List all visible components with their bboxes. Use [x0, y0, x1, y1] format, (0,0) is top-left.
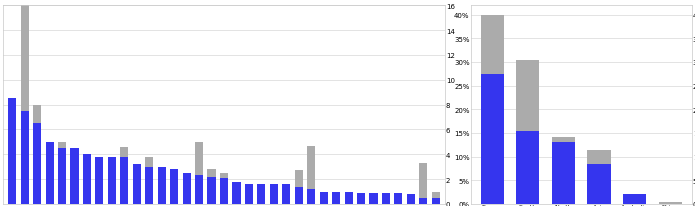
- Bar: [419, 163, 427, 198]
- Bar: [208, 177, 215, 204]
- Bar: [307, 146, 316, 189]
- Bar: [220, 173, 228, 178]
- Bar: [120, 147, 129, 157]
- Bar: [133, 164, 141, 204]
- Bar: [357, 193, 365, 204]
- Bar: [552, 137, 575, 143]
- Bar: [33, 105, 41, 124]
- Bar: [46, 142, 54, 204]
- Bar: [170, 169, 178, 204]
- Bar: [21, 6, 28, 111]
- Bar: [183, 173, 190, 204]
- Bar: [432, 192, 440, 198]
- Bar: [345, 192, 352, 204]
- Bar: [320, 192, 328, 204]
- Bar: [552, 143, 575, 204]
- Bar: [145, 157, 154, 167]
- Bar: [332, 192, 340, 204]
- Bar: [307, 189, 316, 204]
- Bar: [208, 169, 215, 177]
- Bar: [145, 167, 154, 204]
- Bar: [245, 184, 253, 204]
- Bar: [120, 157, 129, 204]
- Bar: [270, 184, 278, 204]
- Bar: [232, 182, 240, 204]
- Bar: [257, 184, 265, 204]
- Bar: [70, 148, 79, 204]
- Bar: [282, 184, 291, 204]
- Bar: [623, 194, 646, 204]
- Bar: [516, 60, 539, 131]
- Bar: [58, 148, 66, 204]
- Bar: [587, 164, 611, 204]
- Bar: [659, 202, 682, 204]
- Bar: [370, 193, 377, 204]
- Bar: [195, 142, 203, 176]
- Bar: [295, 171, 303, 187]
- Bar: [432, 198, 440, 204]
- Bar: [394, 193, 402, 204]
- Bar: [108, 157, 116, 204]
- Bar: [295, 187, 303, 204]
- Bar: [58, 142, 66, 148]
- Bar: [587, 151, 611, 164]
- Bar: [516, 131, 539, 204]
- Bar: [195, 176, 203, 204]
- Bar: [407, 194, 415, 204]
- Bar: [83, 154, 91, 204]
- Bar: [95, 157, 104, 204]
- Bar: [33, 124, 41, 204]
- Bar: [419, 198, 427, 204]
- Bar: [220, 178, 228, 204]
- Bar: [481, 74, 504, 204]
- Bar: [382, 193, 390, 204]
- Bar: [8, 99, 16, 204]
- Bar: [158, 167, 165, 204]
- Bar: [21, 111, 28, 204]
- Bar: [481, 16, 504, 74]
